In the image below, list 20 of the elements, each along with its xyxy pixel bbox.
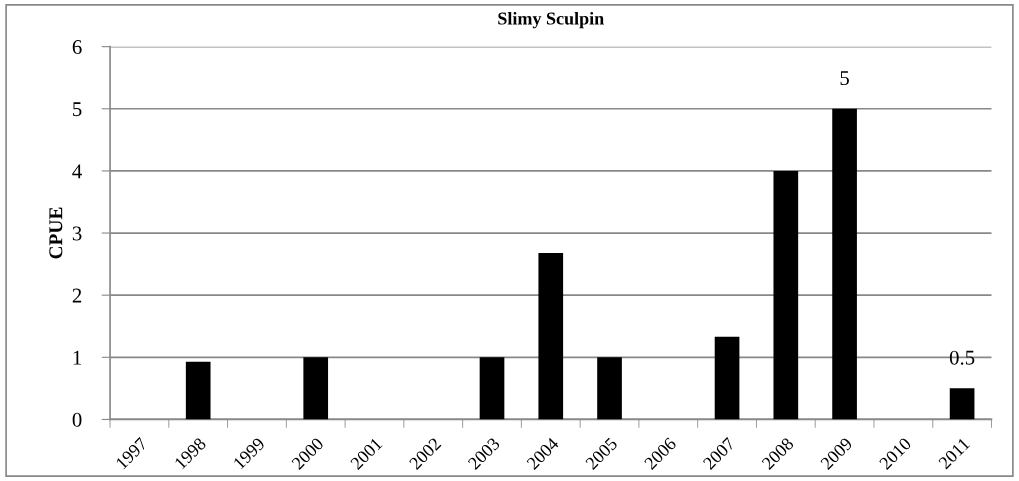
y-tick-label: 4	[72, 164, 82, 179]
bar	[479, 357, 505, 420]
bar	[832, 108, 857, 420]
data-label: 0.5	[949, 350, 975, 365]
bar	[773, 170, 799, 420]
y-axis-title: CPUE	[49, 207, 63, 259]
bar	[949, 388, 975, 420]
y-tick-label: 0	[72, 412, 82, 427]
bar	[303, 357, 329, 420]
y-tick-label: 6	[72, 40, 82, 55]
y-tick-label: 5	[73, 102, 82, 117]
chart-title: Slimy Sculpin	[498, 11, 604, 29]
bar	[538, 252, 564, 420]
y-tick-label: 2	[72, 288, 82, 303]
y-tick-label: 1	[73, 350, 82, 365]
bar	[597, 357, 622, 420]
y-tick-label: 3	[72, 226, 82, 241]
bar	[714, 336, 740, 420]
bar	[185, 361, 211, 420]
data-label: 5	[840, 71, 849, 86]
